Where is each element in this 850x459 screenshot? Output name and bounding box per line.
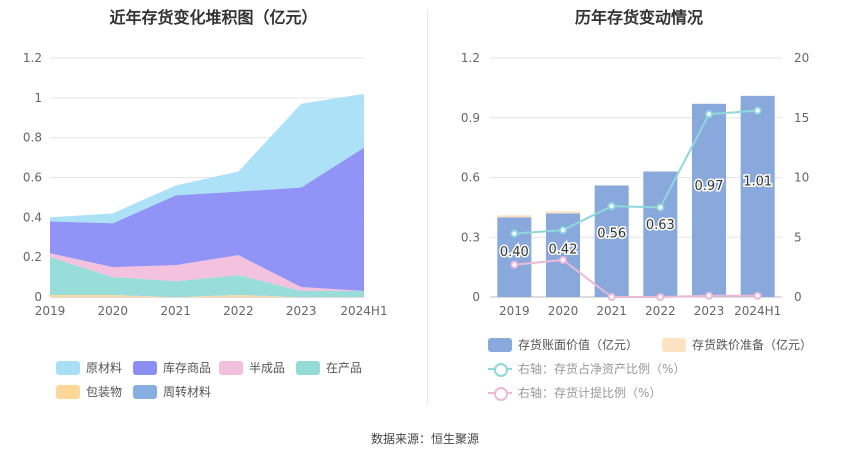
line-point bbox=[510, 260, 519, 269]
legend-item[interactable]: 原材料 bbox=[56, 359, 122, 376]
bar-data-label: 0.56 bbox=[597, 226, 626, 241]
legend-item[interactable]: 包装物 bbox=[56, 383, 122, 400]
bar-data-label: 0.40 bbox=[500, 245, 529, 260]
line-point bbox=[705, 291, 713, 300]
legend-label: 周转材料 bbox=[163, 385, 212, 399]
legend-swatch bbox=[662, 337, 686, 352]
line-point bbox=[656, 293, 665, 301]
bar-book-value bbox=[691, 103, 727, 297]
legend-label: 右轴：存货计提比例（%） bbox=[518, 386, 662, 400]
x-tick-label: 2020 bbox=[548, 304, 579, 318]
y-right-tick-label: 10 bbox=[794, 171, 809, 185]
x-tick-label: 2024H1 bbox=[734, 304, 781, 318]
line-point bbox=[753, 106, 762, 115]
line-右轴：存货计提比例（%） bbox=[514, 258, 758, 298]
legend-item[interactable]: 周转材料 bbox=[133, 383, 211, 400]
legend-item[interactable]: 半成品 bbox=[219, 359, 285, 376]
bar-data-label: 0.97 bbox=[695, 179, 724, 194]
legend-label: 存货账面价值（亿元） bbox=[518, 338, 639, 352]
line-point bbox=[559, 255, 567, 264]
x-tick-label: 2021 bbox=[596, 304, 627, 318]
area-库存商品 bbox=[50, 147, 364, 292]
x-tick-label: 2019 bbox=[35, 304, 66, 318]
legend-item[interactable]: 在产品 bbox=[296, 359, 362, 376]
line-point bbox=[607, 293, 616, 301]
x-tick-label: 2022 bbox=[645, 304, 676, 318]
y-right-tick-label: 15 bbox=[794, 111, 809, 125]
legend-swatch bbox=[488, 362, 512, 377]
y-left-tick-label: 0.6 bbox=[461, 171, 480, 185]
legend-item[interactable]: 库存商品 bbox=[133, 359, 211, 376]
y-tick-label: 0.2 bbox=[23, 250, 42, 264]
y-left-tick-label: 0.3 bbox=[461, 230, 480, 244]
x-tick-label: 2022 bbox=[223, 304, 254, 318]
legend-label: 包装物 bbox=[86, 385, 123, 399]
legend-label: 半成品 bbox=[249, 361, 286, 375]
bar-data-label: 0.42 bbox=[549, 242, 578, 257]
left-chart-title: 近年存货变化堆积图（亿元） bbox=[109, 8, 318, 27]
bar-data-label: 1.01 bbox=[743, 174, 772, 189]
bar-line-chart-panel: 历年存货变动情况 0 0.3 0.6 0.9 1.2 0 5 10 15 20 0.40 0.42 0.… bbox=[428, 0, 850, 410]
x-tick-label: 2019 bbox=[499, 304, 530, 318]
area-包装物 bbox=[50, 295, 364, 297]
bar-book-value bbox=[643, 171, 678, 297]
line-point bbox=[607, 202, 616, 211]
line-point bbox=[559, 226, 567, 235]
x-tick-label: 2020 bbox=[98, 304, 129, 318]
y-tick-label: 0 bbox=[34, 290, 42, 304]
legend-item[interactable]: 右轴：存货计提比例（%） bbox=[488, 384, 661, 401]
y-tick-label: 0.4 bbox=[23, 210, 42, 224]
x-tick-label: 2023 bbox=[286, 304, 317, 318]
stacked-area-chart: 0 0.2 0.4 0.6 0.8 1 1.2 2019 2020 2021 2022 2023 202… bbox=[23, 51, 388, 318]
legend-swatch bbox=[133, 360, 157, 375]
y-left-tick-label: 0 bbox=[472, 290, 480, 304]
y-left-tick-label: 0.9 bbox=[461, 111, 480, 125]
right-chart-title: 历年存货变动情况 bbox=[574, 8, 703, 27]
line-point bbox=[656, 203, 665, 212]
area-在产品 bbox=[50, 257, 364, 297]
bar-data-label: 0.63 bbox=[646, 218, 675, 233]
legend-item[interactable]: 存货跌价准备（亿元） bbox=[662, 336, 812, 353]
y-tick-label: 1 bbox=[34, 91, 42, 105]
line-右轴：存货占净资产比例（%） bbox=[514, 109, 758, 235]
line-point bbox=[705, 110, 713, 119]
legend-item[interactable]: 右轴：存货占净资产比例（%） bbox=[488, 360, 685, 377]
panel-divider bbox=[427, 10, 428, 405]
legend-swatch bbox=[56, 384, 80, 399]
data-source-footer: 数据来源：恒生聚源 bbox=[370, 432, 479, 446]
area-原材料 bbox=[50, 93, 364, 224]
x-tick-label: 2021 bbox=[160, 304, 191, 318]
x-tick-label: 2024H1 bbox=[340, 304, 387, 318]
y-right-tick-label: 20 bbox=[794, 51, 809, 65]
legend-swatch bbox=[488, 337, 512, 352]
legend-label: 右轴：存货占净资产比例（%） bbox=[518, 362, 686, 376]
legend-swatch bbox=[488, 386, 512, 401]
legend-label: 在产品 bbox=[326, 361, 363, 375]
y-tick-label: 0.6 bbox=[23, 171, 42, 185]
legend-swatch bbox=[56, 360, 80, 375]
stacked-area-chart-panel: 近年存货变化堆积图（亿元） 0 0.2 0.4 0.6 0.8 1 1.2 2019 2020 2… bbox=[0, 0, 427, 410]
legend-label: 原材料 bbox=[86, 361, 123, 375]
y-tick-label: 0.8 bbox=[23, 131, 42, 145]
x-tick-label: 2023 bbox=[694, 304, 725, 318]
legend-swatch bbox=[296, 360, 320, 375]
bar-book-value bbox=[740, 95, 775, 297]
legend-label: 库存商品 bbox=[163, 361, 212, 375]
bar-line-chart: 0 0.3 0.6 0.9 1.2 0 5 10 15 20 0.40 0.42 0.56 0.63 0.9… bbox=[461, 51, 809, 318]
bar-provision bbox=[497, 215, 532, 218]
legend-item[interactable]: 存货账面价值（亿元） bbox=[488, 336, 638, 353]
y-right-tick-label: 5 bbox=[794, 230, 802, 244]
y-right-tick-label: 0 bbox=[794, 290, 802, 304]
area-半成品 bbox=[50, 253, 364, 292]
legend-swatch bbox=[133, 384, 157, 399]
legend-label: 存货跌价准备（亿元） bbox=[692, 338, 813, 352]
line-point bbox=[510, 229, 519, 238]
bar-provision bbox=[545, 211, 581, 214]
legend-swatch bbox=[219, 360, 243, 375]
line-point bbox=[753, 291, 762, 300]
y-tick-label: 1.2 bbox=[23, 51, 42, 65]
y-left-tick-label: 1.2 bbox=[461, 51, 480, 65]
